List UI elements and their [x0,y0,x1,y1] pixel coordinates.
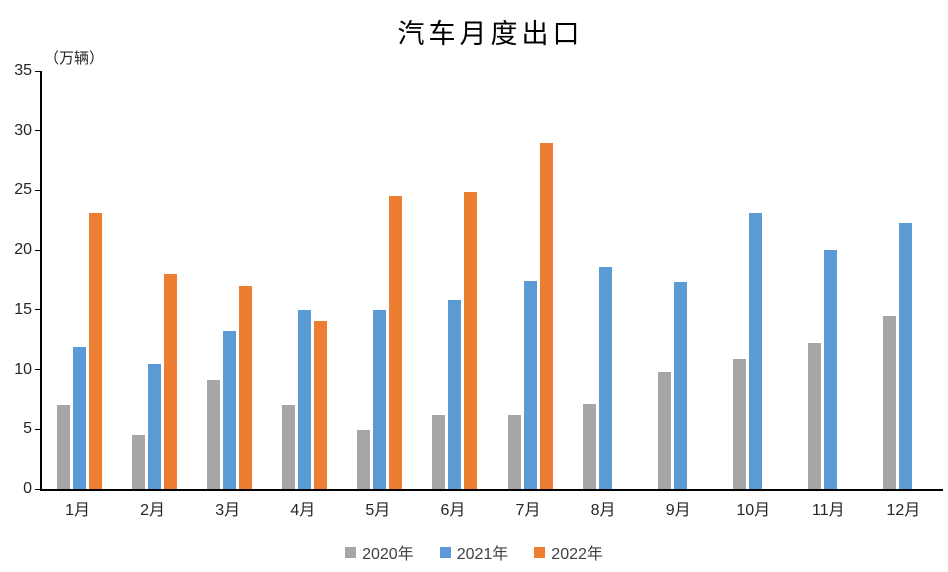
legend-label: 2022年 [551,546,603,563]
bar-2021年-6月 [448,300,462,489]
legend-swatch-icon [534,546,546,558]
y-tick-mark [35,70,40,72]
bar-2021年-10月 [748,213,762,489]
bar-2021年-3月 [223,331,237,489]
y-tick-label: 15 [14,300,32,318]
bar-group-4月 [267,71,342,489]
bar-2020年-6月 [432,414,446,489]
bar-2021年-7月 [523,281,537,489]
y-tick-label: 20 [14,241,32,259]
x-tick-label: 11月 [812,502,845,519]
x-tick-label: 8月 [590,502,616,519]
y-tick-mark [35,488,40,490]
y-tick-mark [35,309,40,311]
bar-2020年-11月 [807,343,821,489]
x-axis-labels: 1月 2月 3月 4月 5月 6月 7月 8月 9月 10月 11月 12月 [40,496,941,520]
x-tick-label: 3月 [215,502,241,519]
y-tick-label: 30 [14,121,32,139]
legend-label: 2021年 [456,546,509,563]
legend-item-2022年: 2022年 [534,540,603,564]
bar-2021年-4月 [298,309,312,489]
x-tick-label: 9月 [665,502,691,519]
x-tick-label: 1月 [65,502,90,519]
bar-2020年-4月 [282,405,296,489]
bar-2022年-5月 [389,196,403,489]
legend-swatch-icon [345,546,357,558]
bar-group-9月 [643,71,718,489]
y-tick-mark [35,249,40,251]
bar-group-7月 [492,71,567,489]
bar-2021年-5月 [373,309,387,489]
bar-2022年-1月 [89,213,103,489]
y-tick-mark [35,369,40,371]
bar-group-11月 [793,71,868,489]
bar-2022年-6月 [464,191,478,489]
bar-group-2月 [117,71,192,489]
bar-2020年-10月 [732,358,746,489]
bar-2022年-4月 [314,320,328,489]
bar-group-8月 [568,71,643,489]
bar-2020年-9月 [657,371,671,489]
bar-group-6月 [417,71,492,489]
bar-group-1月 [42,71,117,489]
bar-group-12月 [868,71,943,489]
bar-group-3月 [192,71,267,489]
y-tick-label: 35 [14,62,32,79]
y-tick-mark [35,428,40,430]
bar-2022年-7月 [539,142,553,489]
bar-2021年-8月 [598,266,612,489]
bar-2021年-11月 [823,250,837,489]
y-tick-mark [35,189,40,191]
y-tick-label: 25 [14,181,32,199]
x-tick-label: 4月 [290,502,316,519]
bar-2020年-5月 [357,430,371,489]
bar-2020年-1月 [57,405,71,489]
x-tick-label: 5月 [365,502,391,519]
x-tick-label: 12月 [886,502,921,519]
legend-label: 2020年 [362,546,414,563]
y-tick-label: 5 [23,420,32,438]
bar-2021年-2月 [148,363,162,489]
x-tick-label: 2月 [140,502,166,519]
x-tick-label: 6月 [440,502,466,519]
plot-area [40,71,943,491]
bar-2020年-12月 [882,315,896,489]
x-tick-label: 10月 [736,502,771,519]
bar-group-10月 [718,71,793,489]
y-tick-label: 10 [14,360,32,378]
chart-legend: 2020年 2021年 2022年 [0,540,948,564]
y-tick-mark [35,130,40,132]
y-axis-unit-label: （万辆） [44,50,105,67]
bar-2022年-2月 [164,274,178,489]
legend-item-2021年: 2021年 [439,540,509,564]
legend-swatch-icon [439,546,451,558]
chart-title: 汽车月度出口 [397,19,584,50]
y-tick-label: 0 [23,480,32,497]
legend-item-2020年: 2020年 [345,540,414,564]
bar-2020年-7月 [507,414,521,489]
x-tick-label: 7月 [515,502,541,519]
bar-2020年-2月 [132,435,146,489]
bar-2021年-9月 [673,282,687,489]
bar-2021年-12月 [898,222,912,489]
bar-2020年-8月 [582,404,596,489]
bar-2021年-1月 [73,346,87,489]
bar-2020年-3月 [207,380,221,489]
bar-group-5月 [342,71,417,489]
bar-2022年-3月 [239,285,253,489]
